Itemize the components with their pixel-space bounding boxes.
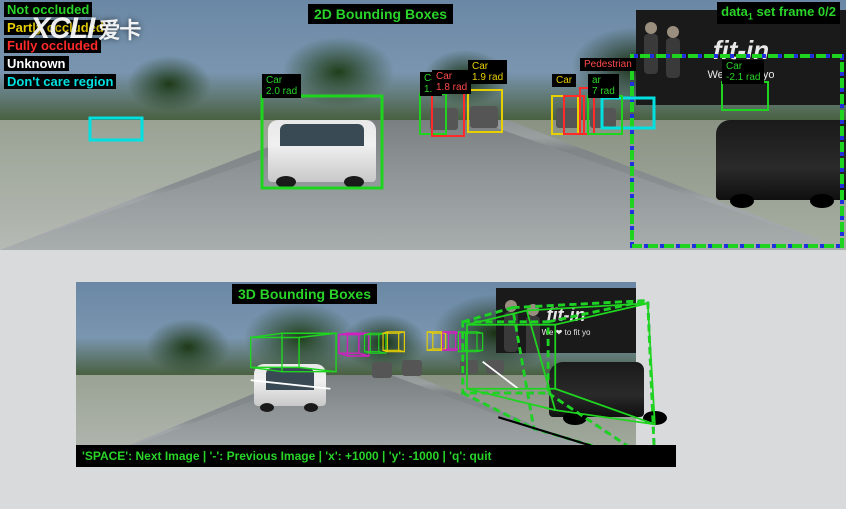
billboard-bottom: fit-in We ❤ to fit yo — [496, 288, 636, 353]
bbox-label: Car1.9 rad — [468, 60, 507, 84]
bbox-label: Car2.0 rad — [262, 74, 301, 98]
help-bar: 'SPACE': Next Image | '-': Previous Imag… — [76, 445, 676, 467]
white-car — [268, 120, 376, 182]
title-2d: 2D Bounding Boxes — [308, 4, 453, 24]
bbox-label: Car1.8 rad — [432, 70, 471, 94]
scene-top: fit-in We ❤ to fit yo 2D Bounding Boxes … — [0, 0, 846, 250]
panel-3d: fit-in We ❤ to fit yo 3D Bounding Boxes … — [76, 282, 636, 467]
bbox-label: ar7 rad — [588, 74, 619, 98]
frame-info-rest: set frame 0/2 — [753, 4, 836, 19]
bg-car — [590, 108, 616, 128]
bg-car — [372, 362, 392, 378]
frame-info-label: data — [721, 4, 748, 19]
bbox-label: Car — [552, 74, 576, 87]
dark-car — [716, 120, 846, 200]
bg-car — [430, 108, 458, 130]
legend-item: Unknown — [4, 56, 69, 71]
billboard-top: fit-in We ❤ to fit yo — [636, 10, 846, 105]
legend-item: Don't care region — [4, 74, 116, 89]
bg-car — [402, 360, 422, 376]
legend-item: Not occluded — [4, 2, 92, 17]
bbox-label: Pedestrian — [580, 58, 636, 71]
bbox-label: Car-2.1 rad — [722, 60, 764, 84]
bg-car — [470, 106, 498, 128]
title-3d: 3D Bounding Boxes — [232, 284, 377, 304]
panel-2d: fit-in We ❤ to fit yo 2D Bounding Boxes … — [0, 0, 846, 250]
legend-item: Fully occluded — [4, 38, 101, 53]
legend-item: Partly occluded — [4, 20, 107, 35]
white-car-b — [254, 364, 326, 406]
legend: Not occluded Partly occluded Fully occlude… — [0, 0, 120, 94]
dark-car-b — [549, 362, 644, 417]
scene-bottom: fit-in We ❤ to fit yo 3D Bounding Boxes … — [76, 282, 636, 467]
bg-car — [486, 360, 504, 374]
bg-car — [556, 108, 580, 128]
bg-car — [460, 360, 478, 374]
frame-info: data1 set frame 0/2 — [717, 2, 840, 24]
